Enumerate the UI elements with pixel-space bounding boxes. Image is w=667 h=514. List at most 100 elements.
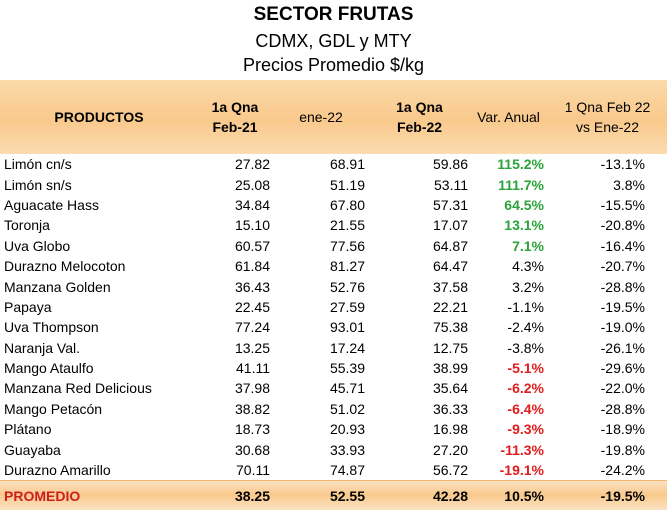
price-feb21: 70.11	[236, 461, 270, 478]
price-feb22: 27.20	[432, 441, 468, 458]
var-qna: -15.5%	[600, 196, 645, 213]
product-name: Toronja	[4, 217, 50, 234]
price-feb21: 18.73	[234, 421, 270, 438]
price-feb21: 61.84	[234, 258, 270, 275]
var-qna: -16.4%	[600, 237, 645, 254]
header-ene22: ene-22	[272, 80, 370, 154]
var-qna: -29.6%	[600, 360, 645, 377]
price-feb22: 53.11	[434, 176, 468, 193]
var-qna: -24.2%	[600, 461, 645, 478]
var-qna: 3.8%	[613, 176, 645, 193]
var-qna: -18.9%	[600, 421, 645, 438]
var-anual: -6.4%	[507, 400, 544, 417]
price-feb21: 38.82	[234, 400, 270, 417]
price-ene22: 77.56	[329, 237, 365, 254]
average-ene22: 52.55	[272, 479, 370, 511]
var-qna: -22.0%	[600, 380, 645, 397]
var-anual: -3.8%	[507, 339, 544, 356]
table-row: Guayaba 30.68 33.93 27.20 -11.3% -19.8%	[0, 439, 667, 459]
price-ene22: 45.71	[329, 380, 365, 397]
price-feb21: 25.08	[234, 176, 270, 193]
price-ene22: 52.76	[329, 278, 365, 295]
price-feb22: 16.98	[432, 421, 468, 438]
table-row: Limón sn/s 25.08 51.19 53.11 111.7% 3.8%	[0, 174, 667, 194]
title-block: SECTOR FRUTAS CDMX, GDL y MTY Precios Pr…	[0, 0, 667, 80]
var-anual: 4.3%	[512, 258, 544, 275]
table-row: Plátano 18.73 20.93 16.98 -9.3% -18.9%	[0, 419, 667, 439]
price-feb22: 12.75	[432, 339, 468, 356]
price-feb22: 38.99	[432, 360, 468, 377]
header-feb22: 1a Qna Feb-22	[370, 80, 469, 154]
product-name: Naranja Val.	[4, 339, 81, 356]
var-qna: -19.0%	[600, 319, 645, 336]
header-row: PRODUCTOS 1a Qna Feb-21 ene-22 1a Qna Feb-…	[0, 80, 667, 154]
product-name: Uva Thompson	[4, 319, 99, 336]
price-ene22: 33.93	[329, 441, 365, 458]
header-var-anual: Var. Anual	[469, 80, 548, 154]
var-anual: -1.1%	[507, 298, 544, 315]
var-qna: -19.5%	[600, 298, 645, 315]
var-anual: -9.3%	[507, 421, 544, 438]
price-ene22: 67.80	[329, 196, 365, 213]
price-feb22: 59.86	[432, 156, 468, 173]
page-title: SECTOR FRUTAS	[253, 4, 414, 25]
var-anual: -19.1%	[499, 461, 544, 478]
var-qna: -26.1%	[600, 339, 645, 356]
var-qna: -28.8%	[600, 278, 645, 295]
table-row: Toronja 15.10 21.55 17.07 13.1% -20.8%	[0, 215, 667, 235]
price-feb21: 15.10	[234, 217, 270, 234]
table-body: Limón cn/s 27.82 68.91 59.86 115.2% -13.1% Lim…	[0, 154, 667, 480]
table-row: Naranja Val. 13.25 17.24 12.75 -3.8% -26.1%	[0, 338, 667, 358]
price-feb21: 34.84	[234, 196, 270, 213]
price-ene22: 93.01	[329, 319, 365, 336]
price-ene22: 17.24	[329, 339, 365, 356]
var-anual: 13.1%	[504, 217, 544, 234]
price-ene22: 55.39	[329, 360, 365, 377]
var-anual: -11.3%	[500, 441, 544, 458]
average-label: PROMEDIO	[0, 479, 198, 511]
product-name: Limón sn/s	[4, 176, 72, 193]
price-ene22: 51.02	[329, 400, 365, 417]
table-row: Papaya 22.45 27.59 22.21 -1.1% -19.5%	[0, 297, 667, 317]
var-anual: 111.7%	[498, 176, 544, 193]
price-feb21: 30.68	[234, 441, 270, 458]
var-qna: -28.8%	[600, 400, 645, 417]
product-name: Aguacate Hass	[4, 196, 99, 213]
table-row: Manzana Red Delicious 37.98 45.71 35.64 -6.2…	[0, 378, 667, 398]
table-row: Uva Thompson 77.24 93.01 75.38 -2.4% -19.0%	[0, 317, 667, 337]
product-name: Mango Ataulfo	[4, 360, 94, 377]
price-feb22: 56.72	[432, 461, 468, 478]
average-feb21: 38.25	[198, 479, 272, 511]
price-feb22: 64.87	[432, 237, 468, 254]
product-name: Guayaba	[4, 441, 61, 458]
price-ene22: 20.93	[329, 421, 365, 438]
price-feb21: 27.82	[234, 156, 270, 173]
price-feb21: 60.57	[234, 237, 270, 254]
price-feb21: 37.98	[234, 380, 270, 397]
product-name: Limón cn/s	[4, 156, 72, 173]
header-qna-vs-ene: 1 Qna Feb 22 vs Ene-22	[548, 80, 667, 154]
price-feb21: 41.11	[236, 360, 270, 377]
table-row: Uva Globo 60.57 77.56 64.87 7.1% -16.4%	[0, 236, 667, 256]
price-feb22: 37.58	[432, 278, 468, 295]
table-row: Durazno Melocoton 61.84 81.27 64.47 4.3% -20.…	[0, 256, 667, 276]
product-name: Manzana Red Delicious	[4, 380, 152, 397]
page-subtitle: CDMX, GDL y MTY	[255, 31, 412, 51]
price-ene22: 21.55	[329, 217, 365, 234]
table-header: PRODUCTOS 1a Qna Feb-21 ene-22 1a Qna Feb-…	[0, 80, 667, 154]
var-qna: -20.8%	[600, 217, 645, 234]
var-qna: -19.8%	[600, 441, 645, 458]
price-feb21: 22.45	[234, 298, 270, 315]
table-row: Mango Ataulfo 41.11 55.39 38.99 -5.1% -29.6%	[0, 358, 667, 378]
table-row: Aguacate Hass 34.84 67.80 57.31 64.5% -15.5%	[0, 195, 667, 215]
var-anual: -6.2%	[507, 380, 544, 397]
table-row: Mango Petacón 38.82 51.02 36.33 -6.4% -28.8%	[0, 399, 667, 419]
price-feb22: 75.38	[432, 319, 468, 336]
price-ene22: 74.87	[329, 461, 365, 478]
price-feb22: 22.21	[432, 298, 468, 315]
var-anual: 115.2%	[497, 156, 544, 173]
table-footer: PROMEDIO 38.25 52.55 42.28 10.5% -19.5%	[0, 479, 667, 511]
average-var-anual: 10.5%	[469, 479, 548, 511]
var-qna: -20.7%	[600, 258, 645, 275]
prices-table: PRODUCTOS 1a Qna Feb-21 ene-22 1a Qna Feb-…	[0, 80, 667, 511]
